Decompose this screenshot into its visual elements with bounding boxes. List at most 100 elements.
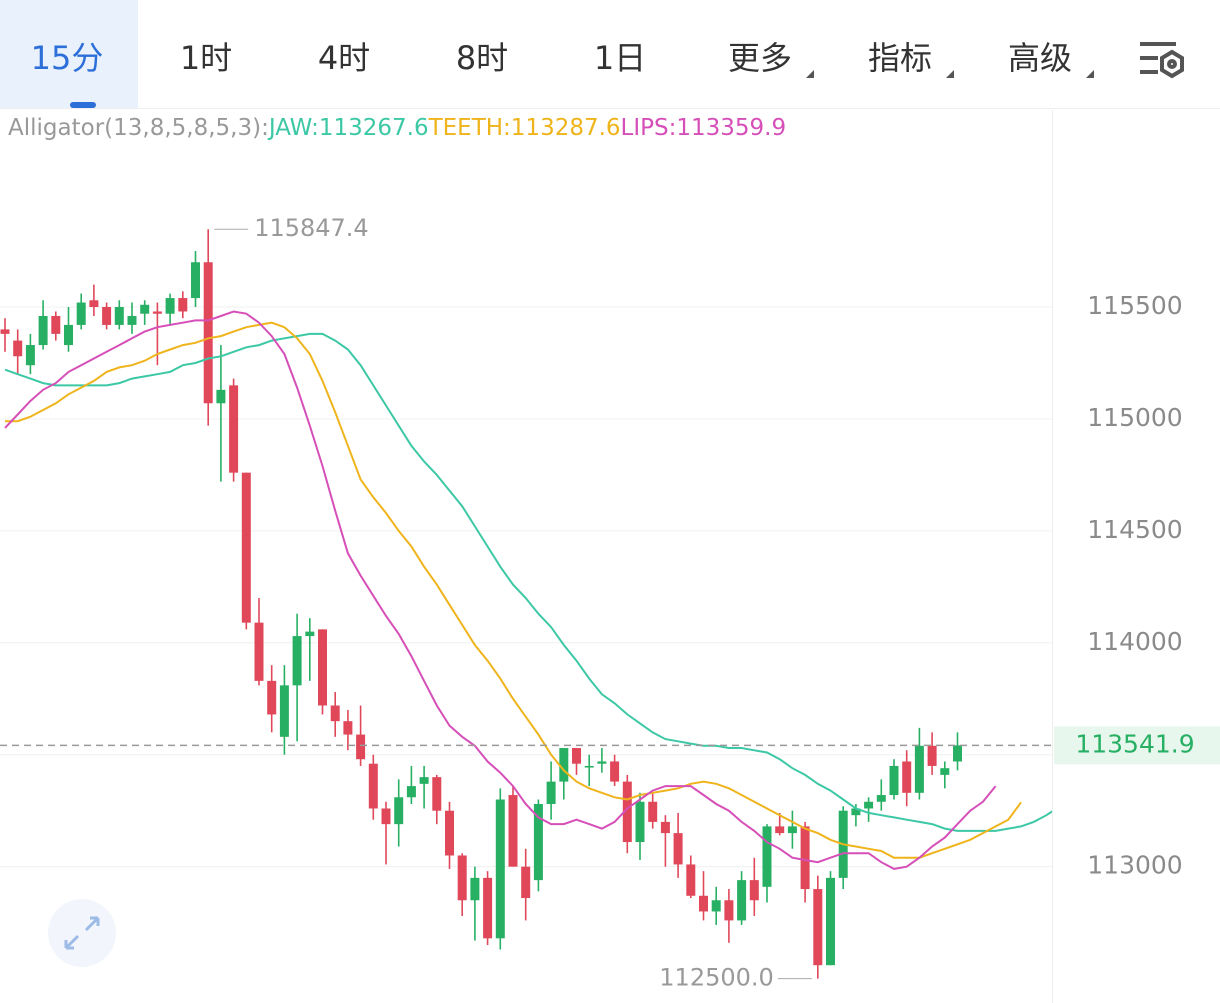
- legend-name: TEETH:: [428, 115, 511, 141]
- candle-body: [800, 826, 810, 890]
- candle-body: [0, 329, 10, 334]
- plot-area: [0, 229, 1052, 979]
- candle-body: [597, 761, 607, 764]
- candle-body: [673, 833, 683, 865]
- candle-body: [813, 889, 823, 966]
- candle-body: [610, 761, 620, 782]
- tab[interactable]: 8时: [456, 39, 508, 77]
- min-label: 112500.0: [659, 964, 774, 992]
- expand-button[interactable]: [48, 899, 116, 967]
- candle-body: [406, 786, 416, 798]
- active-tab-indicator: [70, 102, 96, 108]
- candle-body: [114, 307, 124, 325]
- candle-body: [457, 855, 467, 901]
- candle-body: [775, 826, 785, 834]
- candle-body: [521, 866, 531, 899]
- candle-body: [76, 302, 86, 325]
- tab[interactable]: 15分: [31, 39, 104, 77]
- candle-body: [356, 734, 366, 760]
- candle-body: [13, 340, 23, 357]
- candle-body: [749, 880, 759, 901]
- alligator-line: [4, 332, 1052, 832]
- candle-body: [51, 315, 61, 334]
- tab[interactable]: 更多: [728, 39, 792, 77]
- candle-body: [927, 745, 937, 766]
- candle-body: [495, 799, 505, 939]
- candle-body: [25, 345, 35, 366]
- candle-body: [648, 801, 658, 822]
- tab[interactable]: 1日: [594, 39, 646, 77]
- candle-body: [711, 900, 721, 912]
- tab[interactable]: 指标: [868, 39, 932, 77]
- candle-body: [622, 781, 632, 843]
- candle-body: [381, 808, 391, 825]
- tab[interactable]: 4时: [318, 39, 370, 77]
- candle-body: [64, 324, 73, 346]
- dropdown-caret: [946, 70, 954, 78]
- candle-body: [686, 864, 696, 896]
- y-tick-label: 114500: [1087, 515, 1182, 544]
- candle-body: [432, 777, 442, 811]
- last-price-label: 113541.9: [1075, 729, 1194, 758]
- last-price-badge: [1054, 726, 1220, 765]
- settings-icon[interactable]: [1140, 42, 1184, 79]
- candle-body: [660, 821, 670, 834]
- candle-body: [178, 298, 188, 312]
- candle-body: [229, 385, 239, 473]
- candle-body: [318, 629, 327, 706]
- candle-body: [292, 636, 302, 686]
- candle-body: [343, 721, 353, 735]
- y-tick-label: 114000: [1087, 627, 1182, 656]
- y-tick-label: 115000: [1087, 403, 1182, 432]
- tab[interactable]: 高级: [1008, 39, 1072, 77]
- legend-value: 113267.6: [319, 115, 429, 141]
- candle-body: [546, 781, 556, 804]
- candle-body: [279, 685, 289, 737]
- candle-body: [826, 877, 835, 966]
- alligator-line: [4, 310, 997, 870]
- active-tab-bg: [0, 0, 138, 108]
- alligator-line: [5, 321, 1022, 859]
- candle-body: [203, 262, 213, 404]
- candle-body: [191, 262, 200, 299]
- candle-body: [305, 631, 315, 637]
- candle-body: [419, 777, 429, 784]
- y-tick-label: 113000: [1087, 851, 1182, 880]
- candle-body: [851, 808, 861, 816]
- indicator-legend: Alligator(13,8,5,8,5,3):JAW:113267.6TEET…: [8, 115, 786, 141]
- candle-body: [533, 803, 543, 881]
- candle-body: [724, 900, 734, 921]
- candle-body: [864, 801, 874, 809]
- candle-body: [737, 880, 747, 921]
- candle-body: [445, 810, 454, 856]
- legend-value: 113359.9: [676, 115, 786, 141]
- candle-body: [102, 307, 112, 325]
- candle-body: [368, 763, 378, 809]
- candle-body: [394, 797, 404, 825]
- candle-body: [953, 745, 962, 762]
- candle-body: [330, 705, 340, 722]
- legend-value: 113287.6: [511, 115, 621, 141]
- candle-body: [787, 826, 797, 834]
- candle-body: [127, 315, 137, 325]
- tab[interactable]: 1时: [180, 39, 232, 77]
- candle-body: [38, 315, 48, 346]
- candle-body: [89, 300, 99, 308]
- candle-body: [635, 801, 645, 843]
- candle-body: [572, 748, 581, 764]
- candle-body: [762, 826, 772, 887]
- candle-body: [876, 795, 886, 802]
- indicator-name: Alligator(13,8,5,8,5,3):: [8, 115, 269, 141]
- candle-body: [216, 389, 226, 404]
- candle-body: [152, 311, 162, 314]
- candle-body: [483, 877, 493, 939]
- candle-body: [559, 748, 569, 782]
- candle-body: [940, 768, 950, 775]
- candle-body: [470, 877, 480, 901]
- max-label: 115847.4: [254, 214, 369, 242]
- candle-body: [140, 304, 150, 314]
- y-tick-label: 115500: [1087, 291, 1182, 320]
- legend-name: LIPS:: [621, 115, 677, 141]
- candle-body: [902, 761, 912, 793]
